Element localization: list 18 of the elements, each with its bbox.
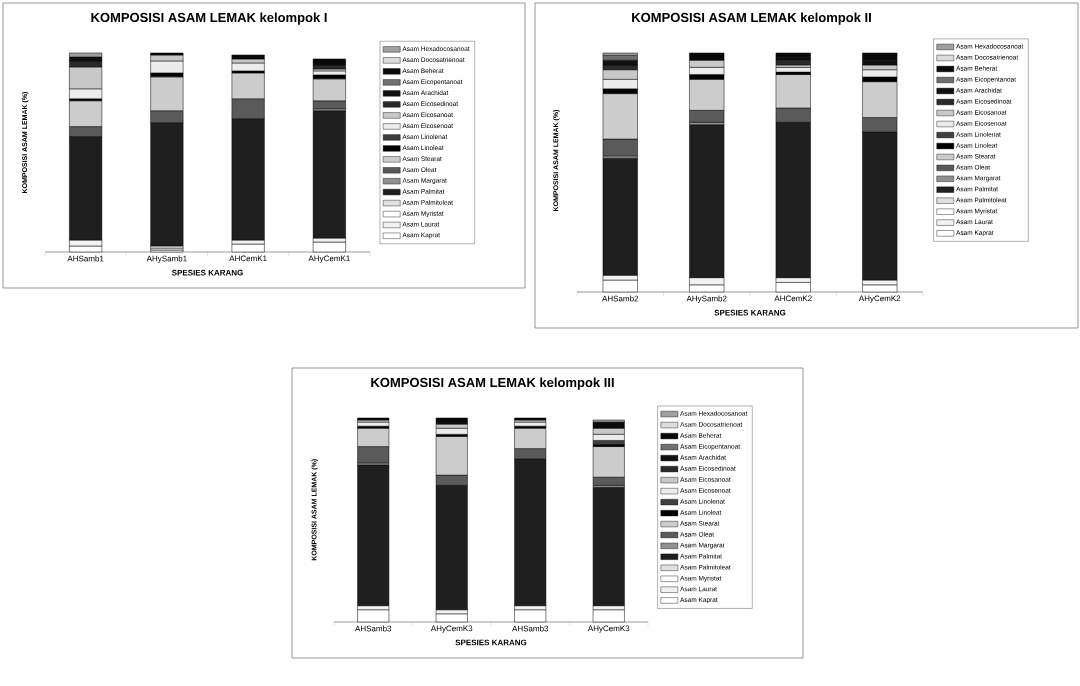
x-tick-label: AHyCemK2	[858, 295, 901, 303]
x-tick-label: AHySamb1	[146, 255, 187, 263]
x-tick-label: AHSamb3	[355, 625, 392, 632]
chart-title: KOMPOSISI ASAM LEMAK kelompok I	[91, 12, 327, 25]
x-tick-label: AHSamb1	[67, 255, 104, 262]
x-tick-label: AHCemK2	[774, 295, 812, 302]
x-axis-title: SPESIES KARANG	[171, 269, 243, 276]
chart-title: KOMPOSISI ASAM LEMAK kelompok II	[632, 12, 871, 25]
x-axis-title: SPESIES KARANG	[455, 639, 527, 646]
x-tick-label: AHSamb2	[602, 295, 639, 302]
x-tick-label: AHySamb2	[686, 295, 727, 303]
x-axis-title: SPESIES KARANG	[714, 309, 786, 316]
x-tick-label: AHyCemK1	[308, 255, 350, 263]
x-tick-label: AHCemK1	[229, 255, 267, 262]
x-tick-label: AHSamb3	[512, 625, 549, 632]
x-tick-label: AHyCemK3	[587, 625, 630, 633]
chart-title: KOMPOSISI ASAM LEMAK kelompok III	[371, 377, 614, 390]
x-tick-label: AHyCemK3	[430, 625, 473, 633]
